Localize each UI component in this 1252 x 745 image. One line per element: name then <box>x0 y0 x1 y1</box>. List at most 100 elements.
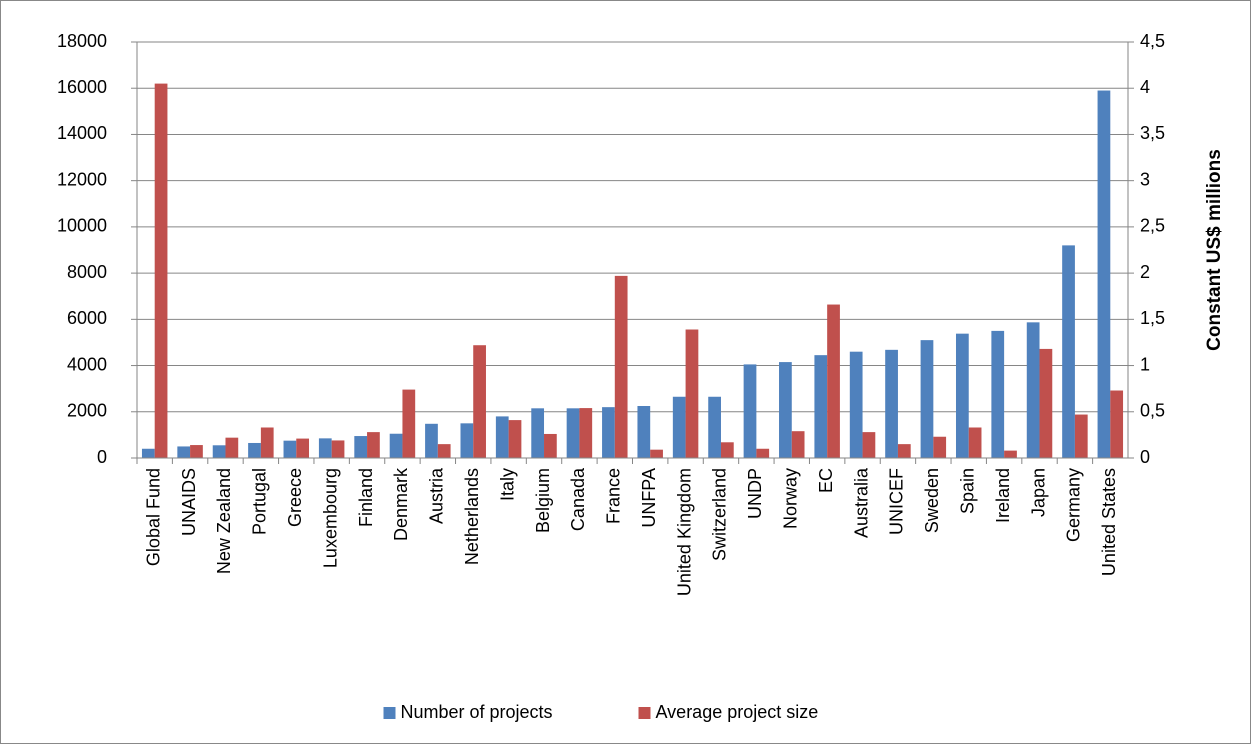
bar <box>791 431 805 458</box>
y-tick-label: 12000 <box>57 169 107 189</box>
x-tick-label: Austria <box>427 467 447 524</box>
x-tick-label: United Kingdom <box>674 468 694 596</box>
bar <box>579 408 593 458</box>
bar <box>1110 390 1124 458</box>
y2-tick-label: 0 <box>1140 447 1150 467</box>
bar <box>154 83 168 458</box>
bar <box>743 364 757 458</box>
x-tick-label: New Zealand <box>214 468 234 574</box>
x-tick-label: Germany <box>1064 468 1084 542</box>
x-tick-label: EC <box>816 468 836 493</box>
x-tick-label: United States <box>1099 468 1119 576</box>
y2-tick-label: 4,5 <box>1140 31 1165 51</box>
bar <box>955 333 969 458</box>
bar <box>296 438 310 458</box>
bar <box>779 362 792 458</box>
legend-label: Average project size <box>656 702 819 722</box>
x-tick-label: Australia <box>851 467 871 538</box>
bar <box>141 448 155 458</box>
bar <box>637 406 651 458</box>
bar <box>544 433 557 458</box>
bar <box>473 345 486 458</box>
bar <box>460 423 474 458</box>
bar <box>508 420 522 458</box>
x-tick-label: UNFPA <box>639 468 659 528</box>
bar <box>566 408 580 458</box>
x-tick-label: Sweden <box>922 468 942 533</box>
bar <box>260 427 274 458</box>
bar <box>920 340 934 458</box>
x-tick-label: Denmark <box>391 467 411 541</box>
x-tick-label: UNICEF <box>887 468 907 535</box>
y2-tick-label: 1 <box>1140 354 1150 374</box>
bar <box>367 432 380 458</box>
x-tick-label: Switzerland <box>710 468 730 561</box>
x-tick-label: UNAIDS <box>179 468 199 536</box>
bar <box>685 329 699 458</box>
bar <box>650 449 663 458</box>
bar <box>720 442 734 458</box>
bar <box>814 355 828 458</box>
bar <box>354 436 368 458</box>
bar <box>933 436 947 458</box>
bar <box>897 444 911 458</box>
bar <box>212 445 226 458</box>
bar <box>331 440 345 458</box>
x-tick-label: Luxembourg <box>320 468 340 568</box>
bar <box>1039 348 1053 458</box>
x-tick-label: Finland <box>356 468 376 527</box>
bar <box>885 349 898 458</box>
y2-tick-label: 2,5 <box>1140 216 1165 236</box>
bar <box>672 396 686 458</box>
legend-swatch <box>383 707 396 719</box>
x-tick-label: Global Fund <box>143 468 163 566</box>
y-tick-label: 16000 <box>57 77 107 97</box>
y2-tick-label: 4 <box>1140 77 1150 97</box>
bar <box>318 438 332 458</box>
y-tick-label: 18000 <box>57 31 107 51</box>
x-tick-label: Ireland <box>993 468 1013 523</box>
x-tick-label: Italy <box>497 468 517 501</box>
y-tick-label: 4000 <box>67 354 107 374</box>
bar <box>190 445 203 458</box>
x-tick-label: Portugal <box>250 468 270 535</box>
bar <box>225 437 239 458</box>
y2-tick-label: 3 <box>1140 169 1150 189</box>
bar <box>1062 245 1075 458</box>
x-tick-label: UNDP <box>745 468 765 519</box>
x-tick-label: Canada <box>568 467 588 531</box>
x-tick-label: Greece <box>285 468 305 527</box>
y2-tick-label: 0,5 <box>1140 401 1165 421</box>
bar <box>389 433 403 458</box>
bar <box>708 396 721 458</box>
bar <box>402 389 416 458</box>
bar <box>248 442 261 458</box>
legend-label: Number of projects <box>401 702 553 722</box>
legend-swatch <box>638 707 651 719</box>
bar <box>425 423 438 458</box>
bar <box>862 432 876 458</box>
y2-axis-title: Constant US$ millions <box>1204 149 1225 351</box>
x-tick-label: Japan <box>1028 468 1048 517</box>
y-tick-label: 2000 <box>67 401 107 421</box>
bar <box>602 407 615 458</box>
x-tick-label: Belgium <box>533 468 553 533</box>
bar <box>1097 90 1111 459</box>
x-tick-label: Spain <box>957 468 977 514</box>
y2-tick-label: 1,5 <box>1140 308 1165 328</box>
bar <box>827 304 840 458</box>
y-tick-label: 6000 <box>67 308 107 328</box>
x-tick-label: Norway <box>781 468 801 529</box>
bar <box>849 351 863 458</box>
y-tick-label: 14000 <box>57 123 107 143</box>
y2-tick-label: 2 <box>1140 262 1150 282</box>
bar <box>756 448 770 458</box>
bar <box>1074 414 1088 458</box>
bar <box>437 444 451 458</box>
y-tick-label: 8000 <box>67 262 107 282</box>
bar <box>1004 450 1017 458</box>
y-tick-label: 0 <box>97 447 107 467</box>
bar <box>968 427 982 458</box>
y-tick-label: 10000 <box>57 216 107 236</box>
